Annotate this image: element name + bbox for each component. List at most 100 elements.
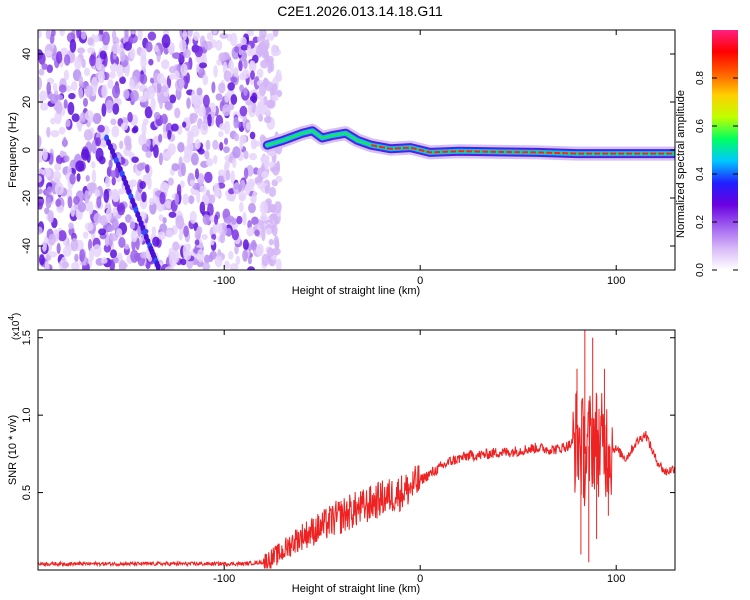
noise-blob: [38, 68, 45, 76]
noise-blob: [250, 195, 256, 204]
noise-blob: [232, 146, 241, 159]
noise-blob: [255, 243, 264, 257]
noise-blob: [38, 226, 43, 235]
noise-blob: [259, 201, 268, 215]
noise-blob: [135, 237, 140, 251]
noise-blob: [124, 214, 132, 223]
noise-blob: [111, 30, 117, 41]
noise-blob: [260, 213, 268, 222]
noise-blob: [137, 30, 143, 41]
noise-blob: [229, 263, 239, 270]
noise-blob: [223, 120, 231, 135]
noise-blob: [209, 250, 218, 260]
noise-blob: [75, 160, 84, 172]
y-tick-label: 0: [21, 147, 33, 153]
noise-blob: [210, 238, 215, 246]
noise-blob: [42, 148, 48, 161]
noise-blob: [67, 165, 72, 178]
noise-blob: [198, 62, 208, 69]
noise-blob: [182, 30, 188, 41]
noise-blob: [67, 196, 73, 209]
noise-blob: [266, 33, 275, 41]
noise-blob: [84, 190, 90, 204]
noise-blob: [87, 47, 96, 54]
noise-blob: [98, 156, 106, 165]
noise-blob: [223, 137, 229, 145]
noise-blob: [63, 99, 68, 109]
noise-blob: [111, 218, 119, 231]
noise-blob: [71, 261, 80, 270]
noise-blob: [46, 64, 54, 74]
noise-blob: [250, 239, 257, 251]
noise-blob: [101, 103, 107, 117]
noise-blob: [118, 262, 128, 269]
noise-blob: [129, 221, 136, 230]
noise-blob: [129, 48, 136, 59]
noise-blob: [150, 97, 156, 112]
noise-blob: [138, 133, 147, 146]
noise-blob: [83, 67, 91, 77]
noise-blob: [108, 189, 115, 200]
noise-blob: [111, 84, 121, 99]
noise-blob: [147, 31, 157, 41]
noise-blob: [87, 37, 94, 46]
noise-blob: [194, 46, 203, 58]
noise-blob: [191, 153, 199, 166]
noise-blob: [249, 131, 256, 140]
noise-blob: [211, 81, 216, 94]
noise-blob: [70, 81, 78, 91]
noise-blob: [55, 199, 62, 207]
noise-blob: [107, 79, 114, 89]
x-tick-label: 0: [417, 573, 423, 585]
noise-blob: [230, 170, 235, 184]
noise-blob: [113, 190, 120, 203]
noise-blob: [162, 183, 170, 190]
noise-blob: [245, 99, 253, 106]
noise-blob: [92, 112, 102, 125]
noise-blob: [247, 257, 253, 265]
y-tick-label: -20: [21, 190, 33, 206]
noise-blob: [120, 50, 126, 62]
noise-blob: [56, 242, 61, 255]
noise-blob: [229, 32, 238, 47]
noise-blob: [161, 113, 168, 125]
noise-blob: [40, 102, 49, 111]
noise-blob: [82, 231, 89, 239]
noise-blob: [167, 177, 174, 186]
noise-blob: [127, 111, 133, 123]
colorbar-label: Normalized spectral amplitude: [675, 90, 687, 238]
noise-blob: [159, 192, 166, 205]
snr-series-line: [38, 330, 675, 569]
noise-blob: [247, 219, 252, 230]
noise-blob: [199, 201, 206, 215]
noise-blob: [240, 44, 249, 51]
noise-blob: [242, 249, 248, 262]
noise-blob: [239, 105, 248, 117]
noise-blob: [68, 222, 74, 230]
noise-blob: [212, 30, 218, 35]
noise-blob: [46, 126, 51, 138]
noise-blob: [130, 249, 139, 263]
noise-blob: [101, 84, 108, 99]
noise-blob: [153, 144, 159, 159]
noise-blob: [275, 258, 282, 270]
noise-blob: [172, 52, 181, 59]
noise-blob: [185, 72, 191, 84]
noise-blob: [268, 161, 275, 168]
noise-blob: [164, 200, 172, 209]
noise-blob: [197, 148, 205, 155]
noise-blob: [124, 243, 130, 250]
noise-blob: [82, 97, 88, 107]
noise-blob: [204, 254, 210, 264]
noise-blob: [44, 260, 50, 270]
noise-blob: [58, 126, 66, 135]
noise-blob: [246, 44, 252, 57]
noise-blob: [239, 134, 247, 144]
noise-blob: [231, 217, 237, 226]
noise-blob: [73, 195, 80, 205]
noise-blob: [211, 233, 217, 241]
y-tick-label: 0.5: [21, 485, 33, 500]
colorbar-tick-label: 0.6: [695, 119, 706, 133]
